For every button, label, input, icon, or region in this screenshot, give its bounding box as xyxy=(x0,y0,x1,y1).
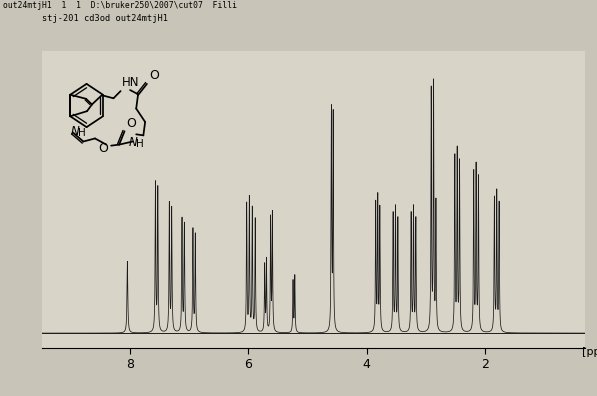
Text: stj-201 cd3od out24mtjH1: stj-201 cd3od out24mtjH1 xyxy=(42,14,168,23)
Text: N: N xyxy=(129,136,138,148)
Text: [ppm]: [ppm] xyxy=(582,347,597,357)
Text: N: N xyxy=(70,125,79,138)
Text: O: O xyxy=(99,142,108,155)
Text: out24mtjH1  1  1  D:\bruker250\2007\cut07  Filli: out24mtjH1 1 1 D:\bruker250\2007\cut07 F… xyxy=(3,1,237,10)
Text: H: H xyxy=(78,128,86,138)
Text: H: H xyxy=(137,139,144,149)
Text: O: O xyxy=(149,69,159,82)
Text: O: O xyxy=(127,117,136,130)
Text: HN: HN xyxy=(122,76,139,89)
